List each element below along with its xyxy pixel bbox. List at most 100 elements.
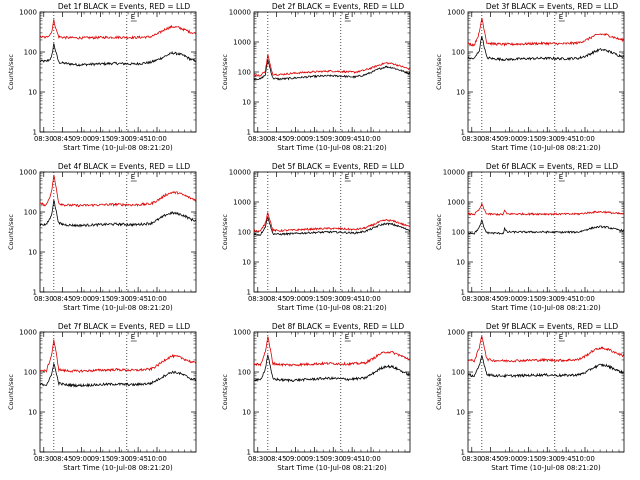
lld-series-line xyxy=(467,201,625,217)
x-tick-label: 09:30 xyxy=(109,295,129,303)
y-tick-label: 100 xyxy=(238,369,251,377)
chart-title: Det 7f BLACK = Events, RED = LLD xyxy=(58,322,191,331)
plot-frame xyxy=(467,11,625,133)
x-tick-label: 08:45 xyxy=(267,135,287,143)
chart-panel-8: Det 8f BLACK = Events, RED = LLD 1 10 100 10… xyxy=(221,322,411,472)
y-tick-label: 1 xyxy=(33,449,37,457)
x-tick-label: 10:00 xyxy=(575,135,595,143)
y-axis-label: Counts/sec xyxy=(221,374,229,410)
x-tick-label: 10:00 xyxy=(147,135,167,143)
x-tick-label: 09:00 xyxy=(500,455,520,463)
x-tick-label: 10:00 xyxy=(575,295,595,303)
y-axis-label: Counts/sec xyxy=(221,214,229,250)
x-axis-label: Start Time (10-Jul-08 08:21:20) xyxy=(491,464,601,472)
x-tick-label: 09:45 xyxy=(342,455,362,463)
events-series-line xyxy=(467,355,625,378)
y-tick-label: 100 xyxy=(452,229,465,237)
chart-title: Det 2f BLACK = Events, RED = LLD xyxy=(272,2,405,11)
lld-series-line xyxy=(253,54,411,77)
y-tick-label: 10000 xyxy=(229,9,251,17)
x-tick-label: 08:30 xyxy=(462,295,482,303)
x-tick-label: 09:15 xyxy=(305,455,325,463)
events-series-line xyxy=(253,354,411,383)
y-axis-label: Counts/sec xyxy=(221,54,229,90)
x-tick-label: 10:00 xyxy=(147,295,167,303)
y-tick-label: 100 xyxy=(238,229,251,237)
x-tick-label: 09:30 xyxy=(537,295,557,303)
lld-series-line xyxy=(253,211,411,233)
lld-series-line xyxy=(39,339,197,374)
y-axis-label: Counts/sec xyxy=(7,214,15,250)
event-marker-label: E xyxy=(559,333,563,341)
chart-panel-4: Det 4f BLACK = Events, RED = LLD 1 10 100 10… xyxy=(7,162,197,312)
x-axis-label: Start Time (10-Jul-08 08:21:20) xyxy=(277,464,387,472)
lld-series-line xyxy=(253,336,411,367)
x-tick-label: 08:45 xyxy=(481,135,501,143)
chart-title: Det 1f BLACK = Events, RED = LLD xyxy=(58,2,191,11)
y-tick-label: 1000 xyxy=(447,9,465,17)
x-tick-label: 09:00 xyxy=(500,295,520,303)
x-tick-label: 09:00 xyxy=(72,455,92,463)
x-tick-label: 08:30 xyxy=(248,295,268,303)
x-tick-label: 09:45 xyxy=(128,455,148,463)
event-marker-label: E xyxy=(131,333,135,341)
x-tick-label: 09:15 xyxy=(91,135,111,143)
x-tick-label: 09:45 xyxy=(342,295,362,303)
y-axis-label: Counts/sec xyxy=(7,54,15,90)
x-axis-label: Start Time (10-Jul-08 08:21:20) xyxy=(277,144,387,152)
chart-title: Det 9f BLACK = Events, RED = LLD xyxy=(486,322,619,331)
y-axis-label: Counts/sec xyxy=(7,374,15,410)
x-tick-label: 09:15 xyxy=(91,295,111,303)
x-tick-label: 08:45 xyxy=(53,135,73,143)
x-tick-label: 09:30 xyxy=(323,135,343,143)
events-series-line xyxy=(39,43,196,67)
y-tick-label: 10 xyxy=(242,409,251,417)
y-tick-label: 10 xyxy=(28,409,37,417)
y-tick-label: 1000 xyxy=(19,329,37,337)
chart-title: Det 8f BLACK = Events, RED = LLD xyxy=(272,322,405,331)
x-tick-label: 09:30 xyxy=(323,295,343,303)
plot-frame xyxy=(467,331,625,453)
y-tick-label: 10 xyxy=(28,89,37,97)
chart-title: Det 6f BLACK = Events, RED = LLD xyxy=(486,162,619,171)
y-tick-label: 1000 xyxy=(19,169,37,177)
x-tick-label: 08:30 xyxy=(248,135,268,143)
chart-panel-3: Det 3f BLACK = Events, RED = LLD 1 10 100 10… xyxy=(435,2,625,152)
chart-title: Det 4f BLACK = Events, RED = LLD xyxy=(58,162,191,171)
y-tick-label: 10 xyxy=(456,409,465,417)
x-tick-label: 09:45 xyxy=(556,455,576,463)
chart-panel-5: Det 5f BLACK = Events, RED = LLD 1 10 100 10… xyxy=(221,162,411,312)
y-tick-label: 1000 xyxy=(233,39,251,47)
x-tick-label: 09:15 xyxy=(519,295,539,303)
x-tick-label: 10:00 xyxy=(575,455,595,463)
y-tick-label: 1 xyxy=(33,289,37,297)
x-axis-label: Start Time (10-Jul-08 08:21:20) xyxy=(63,144,173,152)
x-tick-label: 08:30 xyxy=(34,295,54,303)
x-axis-label: Start Time (10-Jul-08 08:21:20) xyxy=(491,304,601,312)
events-series-line xyxy=(253,59,411,81)
x-tick-label: 09:00 xyxy=(286,295,306,303)
plot-frame xyxy=(39,331,197,453)
y-tick-label: 100 xyxy=(24,369,37,377)
x-tick-label: 10:00 xyxy=(147,455,167,463)
x-tick-label: 08:45 xyxy=(53,455,73,463)
lld-series-line xyxy=(39,174,197,208)
x-axis-label: Start Time (10-Jul-08 08:21:20) xyxy=(63,304,173,312)
x-axis-label: Start Time (10-Jul-08 08:21:20) xyxy=(491,144,601,152)
events-series-line xyxy=(467,36,625,62)
chart-panel-6: Det 6f BLACK = Events, RED = LLD 1 10 100 10… xyxy=(435,162,625,312)
plot-frame xyxy=(253,11,411,133)
chart-panel-7: Det 7f BLACK = Events, RED = LLD 1 10 100 10… xyxy=(7,322,197,472)
y-tick-label: 1000 xyxy=(19,9,37,17)
x-tick-label: 09:00 xyxy=(286,455,306,463)
events-series-line xyxy=(467,218,625,235)
y-axis-label: Counts/sec xyxy=(435,54,443,90)
x-tick-label: 09:30 xyxy=(537,135,557,143)
x-tick-label: 08:30 xyxy=(462,455,482,463)
x-tick-label: 09:15 xyxy=(519,455,539,463)
y-tick-label: 10 xyxy=(242,99,251,107)
event-marker-label: E xyxy=(345,173,349,181)
y-tick-label: 1 xyxy=(247,289,251,297)
x-tick-label: 09:45 xyxy=(342,135,362,143)
lld-series-line xyxy=(467,17,625,48)
